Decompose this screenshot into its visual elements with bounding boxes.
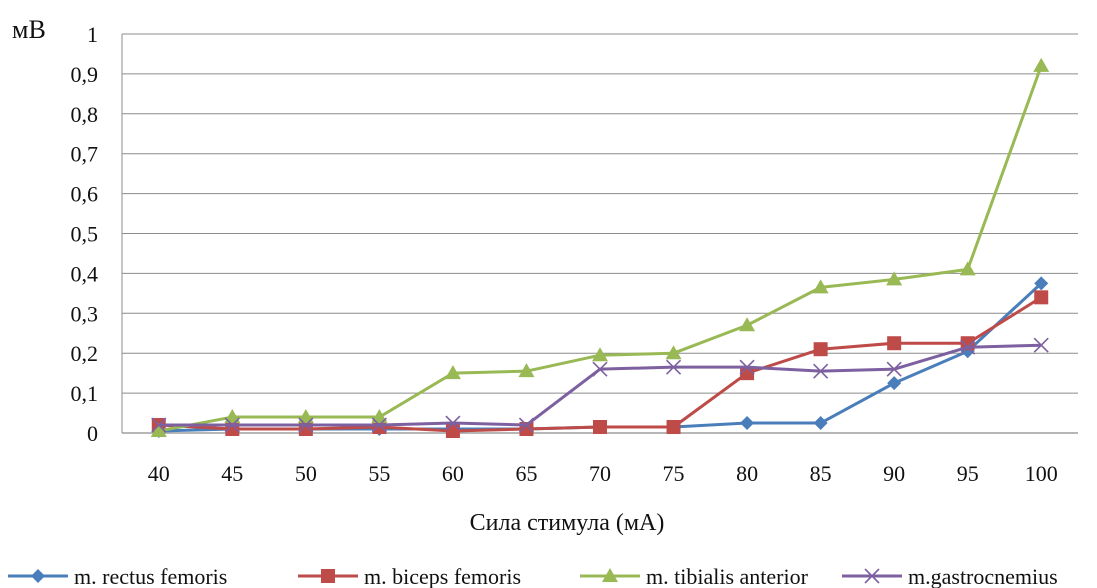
data-point [864, 568, 880, 584]
data-point [886, 361, 902, 377]
x-tick-label: 65 [515, 461, 537, 486]
data-point [224, 417, 240, 433]
x-tick-label: 90 [883, 461, 905, 486]
x-tick-label: 60 [442, 461, 464, 486]
y-tick-label: 1 [87, 22, 98, 47]
data-point [151, 417, 167, 433]
y-tick-label: 0,9 [71, 62, 99, 87]
data-point [321, 569, 335, 583]
legend-item: m. tibialis anterior [580, 564, 809, 588]
data-point [593, 420, 607, 435]
data-point [445, 415, 461, 431]
legend: m. rectus femoris m. biceps femoris m. tib… [8, 564, 1058, 588]
y-tick-label: 0,3 [71, 301, 99, 326]
data-point [813, 363, 829, 379]
y-tick-label: 0,8 [71, 102, 99, 127]
series-m-tibialis-anterior [150, 57, 1050, 438]
data-point [887, 336, 902, 351]
data-point [444, 365, 461, 380]
data-point [371, 417, 387, 433]
legend-item: m.gastrocnemius [842, 564, 1058, 588]
data-point [740, 416, 755, 431]
data-point [602, 568, 618, 582]
data-point [1033, 337, 1049, 353]
legend-item: m. biceps femoris [298, 564, 521, 588]
x-axis-label: Сила стимула (мА) [470, 510, 665, 536]
data-point [1034, 290, 1049, 305]
x-tick-label: 95 [957, 461, 979, 486]
legend-label: m. tibialis anterior [646, 564, 809, 588]
x-tick-label: 50 [295, 461, 317, 486]
series-m-gastrocnemius [151, 337, 1049, 433]
data-point [887, 376, 902, 391]
data-point [666, 420, 681, 435]
y-tick-label: 0 [87, 421, 98, 446]
y-tick-label: 0,7 [71, 142, 99, 167]
data-point [297, 409, 314, 424]
x-tick-label: 40 [148, 461, 170, 486]
data-point [665, 345, 682, 360]
data-point [518, 417, 535, 433]
x-tick-label: 75 [663, 461, 685, 486]
x-axis-ticks: 40 45 50 55 60 65 70 75 80 85 90 95 100 [148, 461, 1058, 486]
data-point [298, 417, 314, 433]
data-point [665, 359, 682, 375]
gridlines [121, 33, 1078, 434]
data-point [739, 359, 755, 375]
data-point [886, 271, 903, 286]
x-tick-label: 55 [368, 461, 390, 486]
legend-label: m. biceps femoris [364, 564, 521, 588]
data-point [812, 279, 829, 294]
data-point [1033, 57, 1050, 72]
data-point [813, 416, 828, 431]
data-point [518, 363, 535, 378]
data-point [959, 261, 976, 276]
y-axis-ticks: 0 0,1 0,2 0,3 0,4 0,5 0,6 0,7 0,8 0,9 1 [71, 22, 99, 446]
data-point [150, 423, 167, 438]
data-point [813, 342, 828, 357]
data-point [445, 424, 460, 439]
y-tick-label: 0,4 [71, 261, 99, 286]
data-point [592, 347, 608, 362]
x-tick-label: 45 [221, 461, 243, 486]
y-tick-label: 0,1 [71, 381, 99, 406]
data-point [592, 361, 608, 377]
y-tick-label: 0,6 [71, 182, 99, 207]
data-point [371, 409, 388, 424]
x-tick-label: 70 [589, 461, 611, 486]
y-tick-label: 0,2 [71, 341, 99, 366]
x-tick-label: 100 [1025, 461, 1058, 486]
series-layer [150, 57, 1050, 439]
legend-label: m.gastrocnemius [908, 564, 1058, 588]
legend-item: m. rectus femoris [8, 564, 227, 588]
data-point [31, 569, 45, 583]
x-tick-label: 85 [810, 461, 832, 486]
x-tick-label: 80 [736, 461, 758, 486]
y-tick-label: 0,5 [71, 222, 99, 247]
legend-label: m. rectus femoris [74, 564, 227, 588]
y-axis-label: мВ [12, 15, 46, 44]
data-point [739, 317, 756, 332]
data-point [1034, 276, 1049, 291]
data-point [960, 339, 976, 355]
data-point [224, 409, 241, 424]
